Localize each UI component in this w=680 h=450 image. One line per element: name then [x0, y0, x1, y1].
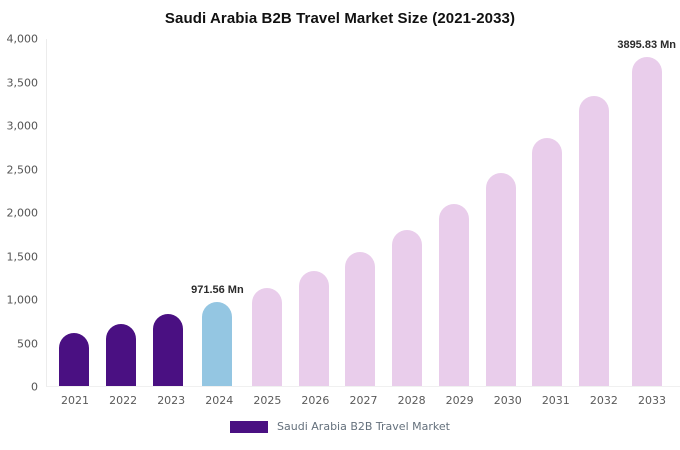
- bar-2026[interactable]: [298, 271, 329, 386]
- chart-title: Saudi Arabia B2B Travel Market Size (202…: [164, 10, 516, 27]
- x-tick-label-2021: 2021: [61, 394, 90, 407]
- bar-2029[interactable]: [438, 203, 469, 386]
- y-tick-label: 3,500: [6, 76, 39, 89]
- bar-slot-2028: [384, 39, 431, 386]
- bar-slot-2029: [431, 39, 478, 386]
- y-axis: 4,000 3,500 3,000 2,500 2,000 1,500 1,000 500 0: [0, 33, 46, 394]
- bar-2030[interactable]: [485, 173, 516, 386]
- chart-container: Saudi Arabia B2B Travel Market Size (202…: [0, 10, 680, 433]
- bar-2023[interactable]: [152, 313, 183, 386]
- bar-slot-2021: [51, 39, 98, 386]
- plot-row: 4,000 3,500 3,000 2,500 2,000 1,500 1,000 500 0 …: [0, 33, 680, 394]
- x-tick-label-2026: 2026: [301, 394, 330, 407]
- x-tick-label-2022: 2022: [109, 394, 138, 407]
- bar-2028[interactable]: [392, 229, 423, 386]
- bar-2024[interactable]: [202, 301, 233, 386]
- bar-2027[interactable]: [345, 252, 376, 386]
- x-tick-label-2025: 2025: [253, 394, 282, 407]
- bar-slot-2032: [571, 39, 618, 386]
- x-tick-label-2033: 2033: [637, 394, 666, 407]
- legend-swatch: [230, 420, 269, 433]
- bar-slot-2025: [244, 39, 291, 386]
- y-tick-label: 1,500: [6, 250, 39, 263]
- bar-slot-2033: 3895.83 Mn: [617, 39, 676, 386]
- bar-slot-2026: [290, 39, 337, 386]
- bar-slot-2031: [524, 39, 571, 386]
- bar-slot-2024: 971.56 Mn: [191, 39, 244, 386]
- bar-slot-2023: [144, 39, 191, 386]
- bar-slot-2022: [98, 39, 145, 386]
- legend: Saudi Arabia B2B Travel Market: [0, 420, 680, 433]
- y-tick-label: 4,000: [6, 32, 39, 46]
- bar-slot-2027: [337, 39, 384, 386]
- bar-2031[interactable]: [532, 137, 563, 386]
- y-tick-label: 3,000: [6, 119, 39, 133]
- data-label-2024: 971.56 Mn: [191, 283, 244, 296]
- x-tick-label-2024: 2024: [205, 394, 234, 407]
- x-tick-label-2029: 2029: [445, 394, 474, 407]
- x-tick-label-2023: 2023: [157, 394, 186, 407]
- y-tick-label: 0: [31, 380, 38, 394]
- x-tick-label-2030: 2030: [493, 394, 522, 407]
- y-tick-label: 2,000: [6, 206, 39, 220]
- x-tick-label-2027: 2027: [349, 394, 378, 407]
- bar-2032[interactable]: [578, 96, 609, 386]
- bar-2021[interactable]: [59, 333, 90, 386]
- x-axis: 2021 2022 2023 2024 2025 2026 2027 2028 2029 2030…: [47, 394, 680, 407]
- bar-2033[interactable]: [631, 57, 662, 386]
- y-tick-label: 2,500: [6, 163, 39, 176]
- x-tick-label-2032: 2032: [589, 394, 618, 407]
- bar-slot-2030: [477, 39, 524, 386]
- bar-2022[interactable]: [106, 323, 137, 386]
- data-label-2033: 3895.83 Mn: [617, 39, 677, 51]
- y-tick-label: 1,000: [6, 293, 39, 307]
- x-tick-label-2028: 2028: [397, 394, 426, 407]
- plot-area: 971.56 Mn 3895.83 Mn: [46, 39, 680, 387]
- y-tick-label: 500: [17, 337, 38, 350]
- legend-label: Saudi Arabia B2B Travel Market: [277, 420, 450, 433]
- x-tick-label-2031: 2031: [541, 394, 570, 407]
- bar-2025[interactable]: [252, 287, 283, 386]
